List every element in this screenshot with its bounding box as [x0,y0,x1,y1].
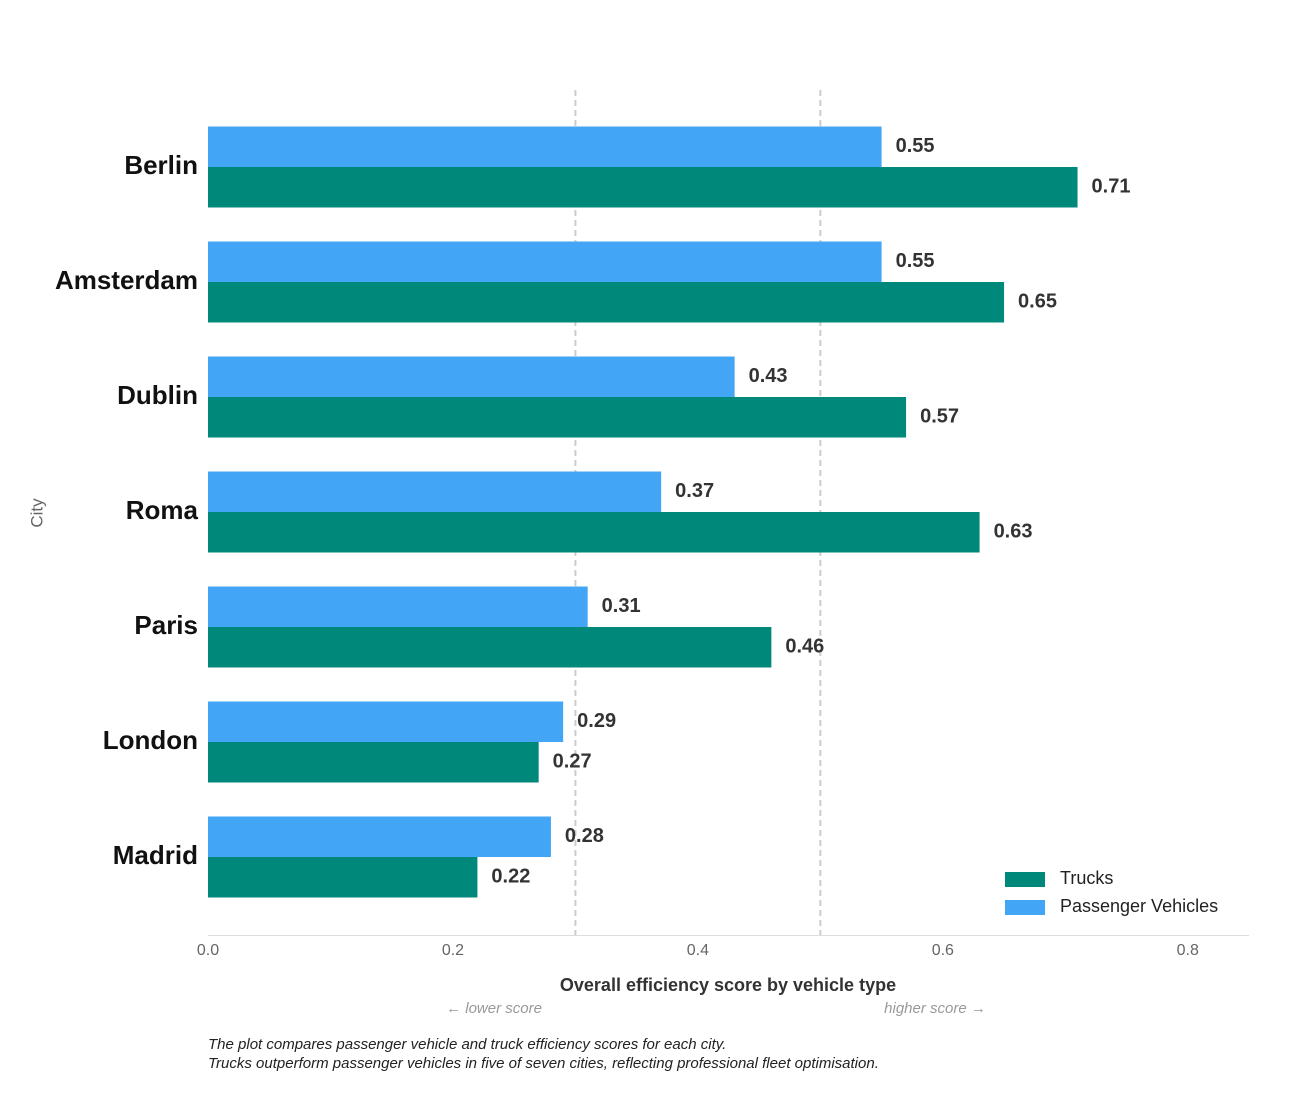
value-label: 0.43 [749,365,788,387]
y-axis-label: City [27,498,46,528]
bar [208,126,882,167]
value-label: 0.63 [994,521,1033,543]
bar [208,627,772,668]
x-tick-label: 0.2 [442,942,464,959]
y-tick-label: Roma [126,495,199,525]
bar [208,282,1005,323]
legend-swatch [1005,872,1045,887]
bar [208,397,907,438]
legend-swatch [1005,900,1045,915]
value-label: 0.22 [491,866,530,888]
caption: The plot compares passenger vehicle and … [208,1036,726,1053]
y-tick-label: Amsterdam [55,265,198,295]
y-tick-label: Madrid [113,840,198,870]
legend-label: Passenger Vehicles [1060,896,1218,916]
caption: Trucks outperform passenger vehicles in … [208,1055,879,1072]
value-label: 0.31 [602,595,641,617]
bar [208,471,662,512]
y-tick-label: Berlin [124,150,198,180]
bar [208,167,1078,208]
bar [208,742,539,783]
y-tick-label: Paris [134,610,198,640]
value-label: 0.55 [896,250,935,272]
value-label: 0.65 [1018,291,1057,313]
bar [208,816,551,857]
value-label: 0.29 [577,710,616,732]
value-label: 0.37 [675,480,714,502]
x-axis-label: Overall efficiency score by vehicle type [560,975,896,995]
x-tick-label: 0.8 [1177,942,1199,959]
annotation: ← lower score [446,1000,542,1017]
value-label: 0.71 [1092,176,1131,198]
bar [208,857,478,898]
bar [208,586,588,627]
bar [208,701,564,742]
x-tick-label: 0.6 [932,942,954,959]
legend-label: Trucks [1060,868,1113,888]
y-tick-label: Dublin [117,380,198,410]
bar [208,356,735,397]
value-label: 0.28 [565,825,604,847]
value-label: 0.27 [553,751,592,773]
value-label: 0.57 [920,406,959,428]
bar [208,241,882,282]
x-tick-label: 0.4 [687,942,709,959]
annotation: higher score → [884,1000,986,1017]
value-label: 0.46 [785,636,824,658]
value-label: 0.55 [896,135,935,157]
bar [208,512,980,553]
x-tick-label: 0.0 [197,942,219,959]
y-tick-label: London [103,725,198,755]
